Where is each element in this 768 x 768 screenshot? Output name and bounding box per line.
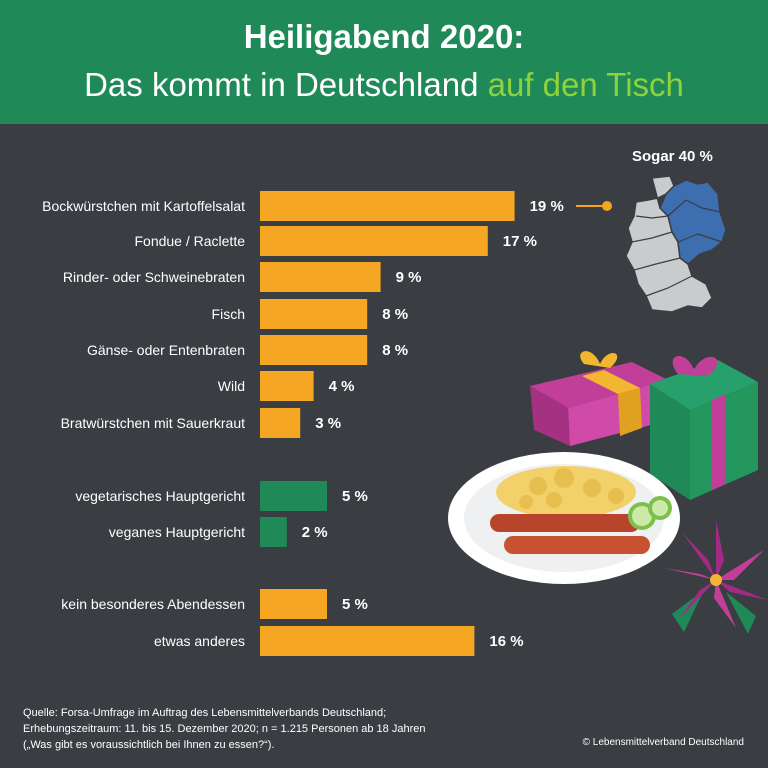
- value-label-8: 2 %: [302, 524, 328, 541]
- category-label-1: Fondue / Raclette: [134, 233, 245, 249]
- value-label-1: 17 %: [503, 233, 537, 250]
- category-label-9: kein besonderes Abendessen: [61, 596, 245, 612]
- bar-6: [260, 408, 301, 438]
- category-label-2: Rinder- oder Schweinebraten: [63, 269, 245, 285]
- title-line-1: Heiligabend 2020:: [243, 18, 525, 55]
- gift-boxes-icon: [530, 351, 758, 500]
- category-label-10: etwas anderes: [154, 633, 245, 649]
- value-label-2: 9 %: [396, 269, 422, 286]
- source-line-3: („Was gibt es voraussichtlich bei Ihnen …: [23, 739, 275, 751]
- copyright: © Lebensmittelverband Deutschland: [582, 737, 744, 748]
- value-label-4: 8 %: [382, 342, 408, 359]
- title-main: Das kommt in Deutschland: [84, 66, 488, 103]
- value-label-7: 5 %: [342, 488, 368, 505]
- category-label-3: Fisch: [212, 306, 245, 322]
- category-label-4: Gänse- oder Entenbraten: [87, 342, 245, 358]
- bar-1: [260, 226, 488, 256]
- value-label-9: 5 %: [342, 596, 368, 613]
- title-highlight: auf den Tisch: [487, 66, 684, 103]
- bar-10: [260, 626, 475, 656]
- poinsettia-icon: [664, 520, 768, 634]
- header-banner: Heiligabend 2020: Das kommt in Deutschla…: [0, 0, 768, 124]
- bar-8: [260, 517, 287, 547]
- category-label-5: Wild: [218, 378, 245, 394]
- map-note: Sogar 40 %: [632, 148, 713, 165]
- source-line-2: Erhebungszeitraum: 11. bis 15. Dezember …: [23, 723, 426, 735]
- category-label-6: Bratwürstchen mit Sauerkraut: [61, 415, 246, 431]
- source-line-1: Quelle: Forsa-Umfrage im Auftrag des Leb…: [23, 707, 387, 719]
- plate-sausages-icon: [448, 452, 680, 584]
- bar-3: [260, 299, 368, 329]
- title-line-2: Das kommt in Deutschland auf den Tisch: [0, 66, 768, 104]
- bar-0: [260, 191, 515, 221]
- bar-9: [260, 589, 327, 619]
- germany-map-icon: [625, 175, 727, 313]
- category-label-0: Bockwürstchen mit Kartoffelsalat: [42, 198, 245, 214]
- value-label-6: 3 %: [315, 415, 341, 432]
- bar-4: [260, 335, 368, 365]
- value-label-5: 4 %: [329, 378, 355, 395]
- category-label-8: veganes Hauptgericht: [109, 524, 245, 540]
- bar-2: [260, 262, 381, 292]
- category-label-7: vegetarisches Hauptgericht: [75, 488, 245, 504]
- value-label-10: 16 %: [489, 633, 523, 650]
- value-label-0: 19 %: [530, 198, 564, 215]
- bar-5: [260, 371, 314, 401]
- bar-7: [260, 481, 327, 511]
- map-connector-dot: [602, 201, 612, 211]
- value-label-3: 8 %: [382, 306, 408, 323]
- source-note: Quelle: Forsa-Umfrage im Auftrag des Leb…: [23, 705, 425, 753]
